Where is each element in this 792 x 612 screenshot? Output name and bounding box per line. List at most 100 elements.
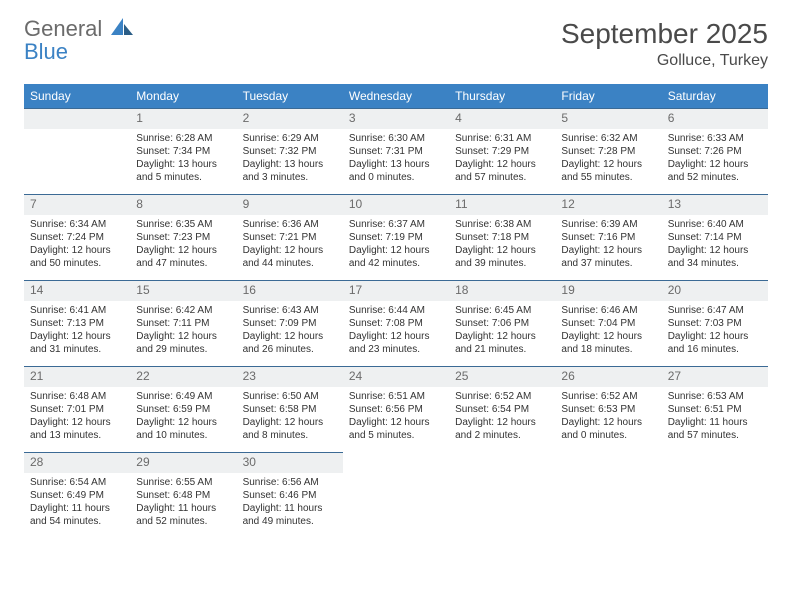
cell-line-sr: Sunrise: 6:29 AM [243, 132, 337, 145]
cell-line-sr: Sunrise: 6:35 AM [136, 218, 230, 231]
cell-line-ss: Sunset: 7:14 PM [668, 231, 762, 244]
cell-body: Sunrise: 6:32 AMSunset: 7:28 PMDaylight:… [555, 129, 661, 190]
cell-body: Sunrise: 6:46 AMSunset: 7:04 PMDaylight:… [555, 301, 661, 362]
cell-line-dl1: Daylight: 12 hours [455, 330, 549, 343]
cell-line-dl1: Daylight: 12 hours [561, 244, 655, 257]
calendar-week-row: 21Sunrise: 6:48 AMSunset: 7:01 PMDayligh… [24, 367, 768, 453]
header: General Blue September 2025 Golluce, Tur… [24, 18, 768, 70]
page-container: General Blue September 2025 Golluce, Tur… [0, 0, 792, 612]
cell-line-dl2: and 18 minutes. [561, 343, 655, 356]
cell-line-dl1: Daylight: 12 hours [455, 244, 549, 257]
cell-line-dl2: and 10 minutes. [136, 429, 230, 442]
cell-line-ss: Sunset: 7:26 PM [668, 145, 762, 158]
cell-line-dl2: and 0 minutes. [349, 171, 443, 184]
calendar-cell: 24Sunrise: 6:51 AMSunset: 6:56 PMDayligh… [343, 367, 449, 453]
day-number: 15 [130, 281, 236, 301]
cell-line-ss: Sunset: 6:49 PM [30, 489, 124, 502]
calendar-cell [662, 453, 768, 539]
calendar-cell [449, 453, 555, 539]
cell-line-dl1: Daylight: 12 hours [30, 244, 124, 257]
cell-body: Sunrise: 6:35 AMSunset: 7:23 PMDaylight:… [130, 215, 236, 276]
calendar-cell: 28Sunrise: 6:54 AMSunset: 6:49 PMDayligh… [24, 453, 130, 539]
day-number: 9 [237, 195, 343, 215]
cell-line-dl2: and 44 minutes. [243, 257, 337, 270]
day-header-tue: Tuesday [237, 84, 343, 109]
day-number: 26 [555, 367, 661, 387]
cell-line-sr: Sunrise: 6:54 AM [30, 476, 124, 489]
calendar-week-row: 14Sunrise: 6:41 AMSunset: 7:13 PMDayligh… [24, 281, 768, 367]
cell-line-ss: Sunset: 7:08 PM [349, 317, 443, 330]
calendar-cell: 12Sunrise: 6:39 AMSunset: 7:16 PMDayligh… [555, 195, 661, 281]
cell-line-sr: Sunrise: 6:38 AM [455, 218, 549, 231]
cell-body: Sunrise: 6:52 AMSunset: 6:53 PMDaylight:… [555, 387, 661, 448]
day-header-fri: Friday [555, 84, 661, 109]
cell-line-dl1: Daylight: 12 hours [455, 158, 549, 171]
cell-line-sr: Sunrise: 6:42 AM [136, 304, 230, 317]
day-number: 14 [24, 281, 130, 301]
brand-part1: General [24, 16, 102, 41]
cell-line-sr: Sunrise: 6:31 AM [455, 132, 549, 145]
calendar-cell: 27Sunrise: 6:53 AMSunset: 6:51 PMDayligh… [662, 367, 768, 453]
cell-body: Sunrise: 6:47 AMSunset: 7:03 PMDaylight:… [662, 301, 768, 362]
calendar-cell: 13Sunrise: 6:40 AMSunset: 7:14 PMDayligh… [662, 195, 768, 281]
day-number: 28 [24, 453, 130, 473]
day-header-mon: Monday [130, 84, 236, 109]
cell-line-ss: Sunset: 7:16 PM [561, 231, 655, 244]
cell-line-dl2: and 52 minutes. [668, 171, 762, 184]
calendar-cell: 29Sunrise: 6:55 AMSunset: 6:48 PMDayligh… [130, 453, 236, 539]
logo-sail-icon [111, 18, 133, 36]
cell-line-sr: Sunrise: 6:46 AM [561, 304, 655, 317]
brand-part2: Blue [24, 39, 68, 64]
cell-line-dl2: and 57 minutes. [668, 429, 762, 442]
cell-line-dl2: and 21 minutes. [455, 343, 549, 356]
cell-body: Sunrise: 6:29 AMSunset: 7:32 PMDaylight:… [237, 129, 343, 190]
cell-line-dl1: Daylight: 13 hours [349, 158, 443, 171]
cell-line-dl1: Daylight: 12 hours [349, 416, 443, 429]
cell-line-ss: Sunset: 7:31 PM [349, 145, 443, 158]
day-number: 13 [662, 195, 768, 215]
calendar-cell: 7Sunrise: 6:34 AMSunset: 7:24 PMDaylight… [24, 195, 130, 281]
cell-line-dl2: and 42 minutes. [349, 257, 443, 270]
calendar-cell: 19Sunrise: 6:46 AMSunset: 7:04 PMDayligh… [555, 281, 661, 367]
cell-line-sr: Sunrise: 6:36 AM [243, 218, 337, 231]
cell-line-ss: Sunset: 6:54 PM [455, 403, 549, 416]
cell-line-dl1: Daylight: 11 hours [243, 502, 337, 515]
calendar-cell: 15Sunrise: 6:42 AMSunset: 7:11 PMDayligh… [130, 281, 236, 367]
cell-line-sr: Sunrise: 6:55 AM [136, 476, 230, 489]
day-header-thu: Thursday [449, 84, 555, 109]
cell-body: Sunrise: 6:54 AMSunset: 6:49 PMDaylight:… [24, 473, 130, 534]
day-number: 19 [555, 281, 661, 301]
cell-body: Sunrise: 6:41 AMSunset: 7:13 PMDaylight:… [24, 301, 130, 362]
cell-line-sr: Sunrise: 6:53 AM [668, 390, 762, 403]
calendar-cell: 1Sunrise: 6:28 AMSunset: 7:34 PMDaylight… [130, 109, 236, 195]
calendar-cell: 16Sunrise: 6:43 AMSunset: 7:09 PMDayligh… [237, 281, 343, 367]
day-number: 3 [343, 109, 449, 129]
cell-body: Sunrise: 6:48 AMSunset: 7:01 PMDaylight:… [24, 387, 130, 448]
cell-line-dl1: Daylight: 12 hours [243, 244, 337, 257]
calendar-cell: 8Sunrise: 6:35 AMSunset: 7:23 PMDaylight… [130, 195, 236, 281]
cell-line-dl2: and 34 minutes. [668, 257, 762, 270]
cell-line-sr: Sunrise: 6:34 AM [30, 218, 124, 231]
cell-line-dl2: and 49 minutes. [243, 515, 337, 528]
cell-line-dl1: Daylight: 12 hours [455, 416, 549, 429]
cell-line-ss: Sunset: 6:53 PM [561, 403, 655, 416]
cell-line-sr: Sunrise: 6:45 AM [455, 304, 549, 317]
brand-logo: General Blue [24, 18, 133, 64]
cell-body: Sunrise: 6:45 AMSunset: 7:06 PMDaylight:… [449, 301, 555, 362]
calendar-cell [343, 453, 449, 539]
day-number: 24 [343, 367, 449, 387]
cell-line-dl2: and 23 minutes. [349, 343, 443, 356]
day-number: 29 [130, 453, 236, 473]
cell-body: Sunrise: 6:36 AMSunset: 7:21 PMDaylight:… [237, 215, 343, 276]
cell-line-ss: Sunset: 7:06 PM [455, 317, 549, 330]
cell-line-sr: Sunrise: 6:49 AM [136, 390, 230, 403]
calendar-cell: 18Sunrise: 6:45 AMSunset: 7:06 PMDayligh… [449, 281, 555, 367]
calendar-cell: 23Sunrise: 6:50 AMSunset: 6:58 PMDayligh… [237, 367, 343, 453]
cell-line-ss: Sunset: 7:18 PM [455, 231, 549, 244]
cell-body: Sunrise: 6:39 AMSunset: 7:16 PMDaylight:… [555, 215, 661, 276]
cell-line-dl1: Daylight: 12 hours [668, 330, 762, 343]
day-header-sun: Sunday [24, 84, 130, 109]
day-header-row: Sunday Monday Tuesday Wednesday Thursday… [24, 84, 768, 109]
cell-line-dl1: Daylight: 12 hours [136, 416, 230, 429]
calendar-cell: 21Sunrise: 6:48 AMSunset: 7:01 PMDayligh… [24, 367, 130, 453]
